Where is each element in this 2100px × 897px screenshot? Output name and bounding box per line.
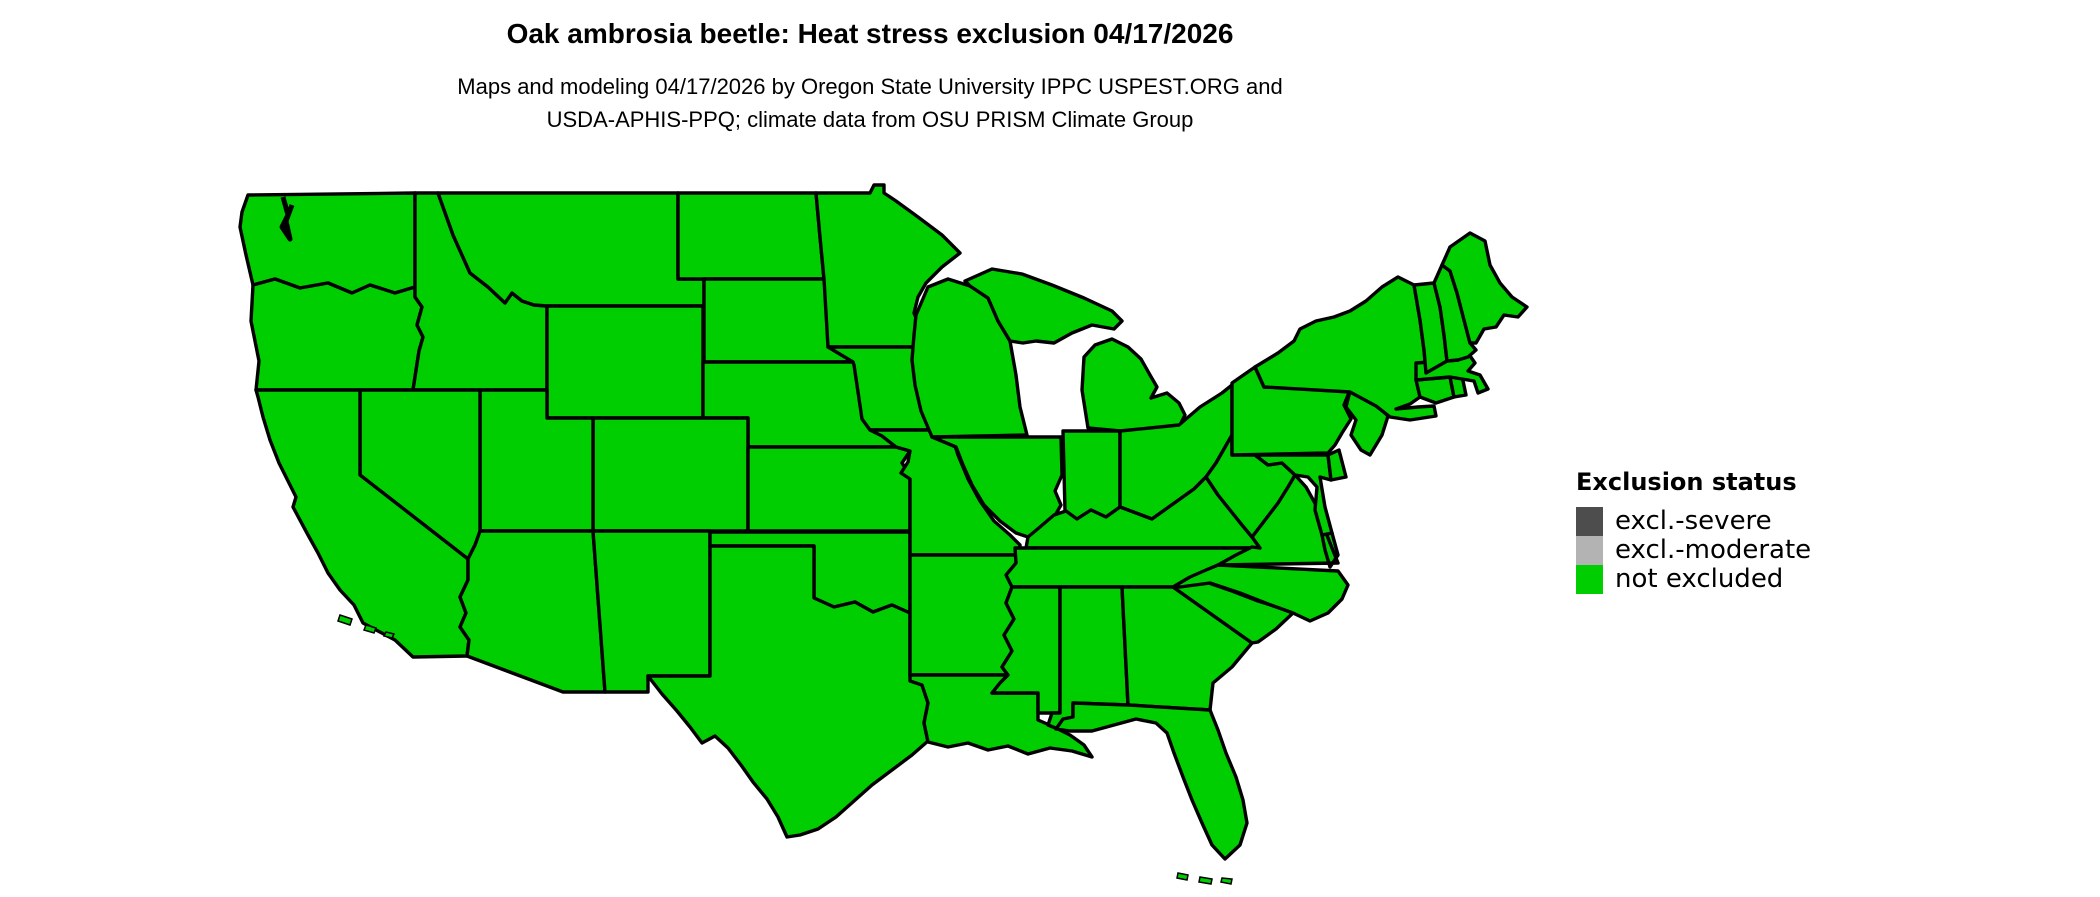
state-michigan [963,267,1187,433]
state-maine [1440,231,1529,345]
state-colorado [591,416,750,533]
state-north-dakota [676,191,826,281]
puget-sound [279,196,295,242]
state-texas [646,544,930,839]
legend-item-not-excluded: not excluded [1576,565,2076,594]
legend-item-moderate: excl.-moderate [1576,536,2076,565]
state-north-carolina [1171,563,1350,623]
state-indiana [1061,429,1122,521]
state-kansas [746,445,912,533]
state-washington [238,191,417,295]
us-map [170,135,1560,892]
subtitle: Maps and modeling 04/17/2026 by Oregon S… [170,70,1570,136]
state-wisconsin [910,277,1029,439]
subtitle-line-1: Maps and modeling 04/17/2026 by Oregon S… [457,74,1283,99]
channel-islands [337,614,396,639]
legend-swatch-severe [1576,507,1603,536]
legend-swatch-moderate [1576,536,1603,565]
legend-label-moderate: excl.-moderate [1615,535,1812,565]
state-maryland [1253,453,1334,537]
legend-item-severe: excl.-severe [1576,507,2076,536]
legend-label-severe: excl.-severe [1615,506,1772,536]
map-header: Oak ambrosia beetle: Heat stress exclusi… [170,0,1570,136]
subtitle-line-2: USDA-APHIS-PPQ; climate data from OSU PR… [546,107,1194,132]
legend: Exclusion status excl.-severe excl.-mode… [1576,468,2076,594]
legend-label-not-excluded: not excluded [1615,564,1784,594]
state-new-mexico [591,529,712,694]
state-delaware [1326,448,1348,482]
state-arizona [458,529,607,694]
state-wyoming [545,304,705,420]
legend-swatch-not-excluded [1576,565,1603,594]
state-oregon [249,277,425,392]
legend-heading: Exclusion status [1576,468,1797,496]
state-florida [1054,701,1249,861]
us-map-canvas [238,183,1529,885]
florida-keys-islands [1176,872,1233,885]
page-title: Oak ambrosia beetle: Heat stress exclusi… [506,18,1234,49]
